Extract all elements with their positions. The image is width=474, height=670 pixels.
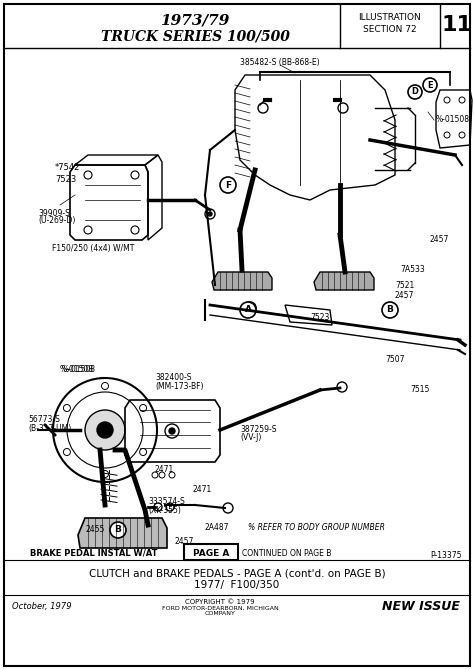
Text: 7521: 7521	[395, 281, 414, 289]
Circle shape	[101, 383, 109, 389]
Circle shape	[154, 503, 162, 511]
Text: (U-269-D): (U-269-D)	[38, 216, 75, 226]
Circle shape	[166, 503, 174, 511]
Text: F: F	[225, 180, 231, 190]
Circle shape	[408, 85, 422, 99]
Circle shape	[223, 503, 233, 513]
Text: 7515: 7515	[410, 385, 429, 395]
Circle shape	[382, 302, 398, 318]
Text: 39909-S: 39909-S	[38, 208, 70, 218]
Text: 2471: 2471	[193, 486, 212, 494]
Text: %-01508: %-01508	[62, 366, 96, 375]
Polygon shape	[78, 518, 167, 548]
Circle shape	[205, 209, 215, 219]
Text: 2471: 2471	[155, 466, 174, 474]
Text: B: B	[115, 525, 121, 535]
Text: F150/250 (4x4) W/MT: F150/250 (4x4) W/MT	[52, 243, 134, 253]
Text: 333574-S: 333574-S	[148, 498, 185, 507]
Text: BRAKE PEDAL INSTAL W/AT: BRAKE PEDAL INSTAL W/AT	[30, 549, 157, 557]
Text: 2457: 2457	[430, 235, 449, 245]
Circle shape	[64, 448, 71, 456]
Text: CLUTCH and BRAKE PEDALS - PAGE A (cont'd. on PAGE B): CLUTCH and BRAKE PEDALS - PAGE A (cont'd…	[89, 569, 385, 579]
Text: (B-317-UM): (B-317-UM)	[28, 425, 71, 433]
Text: 7507: 7507	[385, 356, 404, 364]
Text: P-13375: P-13375	[430, 551, 462, 559]
Text: *7542: *7542	[55, 163, 81, 172]
Text: (XK-355): (XK-355)	[148, 505, 181, 515]
Polygon shape	[212, 272, 272, 290]
Text: TRUCK SERIES 100/500: TRUCK SERIES 100/500	[100, 29, 290, 43]
Circle shape	[152, 472, 158, 478]
Text: 387259-S: 387259-S	[240, 425, 276, 435]
Text: FORD MOTOR-DEARBORN, MICHIGAN
COMPANY: FORD MOTOR-DEARBORN, MICHIGAN COMPANY	[162, 606, 278, 616]
Circle shape	[169, 472, 175, 478]
Text: (MM-173-BF): (MM-173-BF)	[155, 383, 203, 391]
Text: 7A533: 7A533	[400, 265, 425, 275]
Text: (VV-J): (VV-J)	[240, 433, 261, 442]
Circle shape	[64, 405, 71, 411]
Text: NEW ISSUE: NEW ISSUE	[382, 600, 460, 614]
Circle shape	[165, 424, 179, 438]
Text: 1973/79: 1973/79	[160, 13, 230, 27]
Circle shape	[159, 472, 165, 478]
Text: 11: 11	[441, 15, 473, 35]
Circle shape	[423, 78, 437, 92]
Circle shape	[140, 448, 146, 456]
Text: PAGE A: PAGE A	[193, 549, 229, 557]
Circle shape	[140, 405, 146, 411]
Text: CONTINUED ON PAGE B: CONTINUED ON PAGE B	[242, 549, 331, 557]
Text: 7523: 7523	[310, 314, 329, 322]
Text: 2457: 2457	[395, 291, 414, 301]
Circle shape	[247, 306, 253, 310]
Text: 2A487: 2A487	[205, 523, 229, 533]
Circle shape	[220, 177, 236, 193]
Circle shape	[169, 428, 175, 434]
Circle shape	[110, 522, 126, 538]
Text: COPYRIGHT © 1979: COPYRIGHT © 1979	[185, 599, 255, 605]
Text: ILLUSTRATION: ILLUSTRATION	[359, 13, 421, 23]
Text: %-01508: %-01508	[436, 115, 470, 125]
Circle shape	[338, 103, 348, 113]
Text: E: E	[427, 80, 433, 90]
Text: 382400-S: 382400-S	[155, 373, 191, 383]
Text: % REFER TO BODY GROUP NUMBER: % REFER TO BODY GROUP NUMBER	[248, 523, 385, 533]
Text: %-01508: %-01508	[60, 366, 94, 375]
Text: October, 1979: October, 1979	[12, 602, 72, 612]
Text: 7523: 7523	[55, 176, 76, 184]
Circle shape	[337, 382, 347, 392]
Circle shape	[97, 422, 113, 438]
Text: 56773-S: 56773-S	[28, 415, 60, 425]
Text: 1977/  F100/350: 1977/ F100/350	[194, 580, 280, 590]
Text: D: D	[411, 88, 419, 96]
Polygon shape	[314, 272, 374, 290]
Text: 2457: 2457	[175, 537, 194, 547]
Text: 385482-S (BB-868-E): 385482-S (BB-868-E)	[240, 58, 320, 66]
Circle shape	[101, 470, 109, 478]
Circle shape	[244, 302, 256, 314]
Circle shape	[240, 302, 256, 318]
Text: SECTION 72: SECTION 72	[363, 25, 417, 34]
Circle shape	[258, 103, 268, 113]
Circle shape	[85, 410, 125, 450]
Text: B: B	[387, 306, 393, 314]
Text: A: A	[245, 306, 252, 314]
FancyBboxPatch shape	[184, 544, 238, 560]
Text: 2455: 2455	[86, 525, 105, 535]
Circle shape	[208, 212, 212, 216]
